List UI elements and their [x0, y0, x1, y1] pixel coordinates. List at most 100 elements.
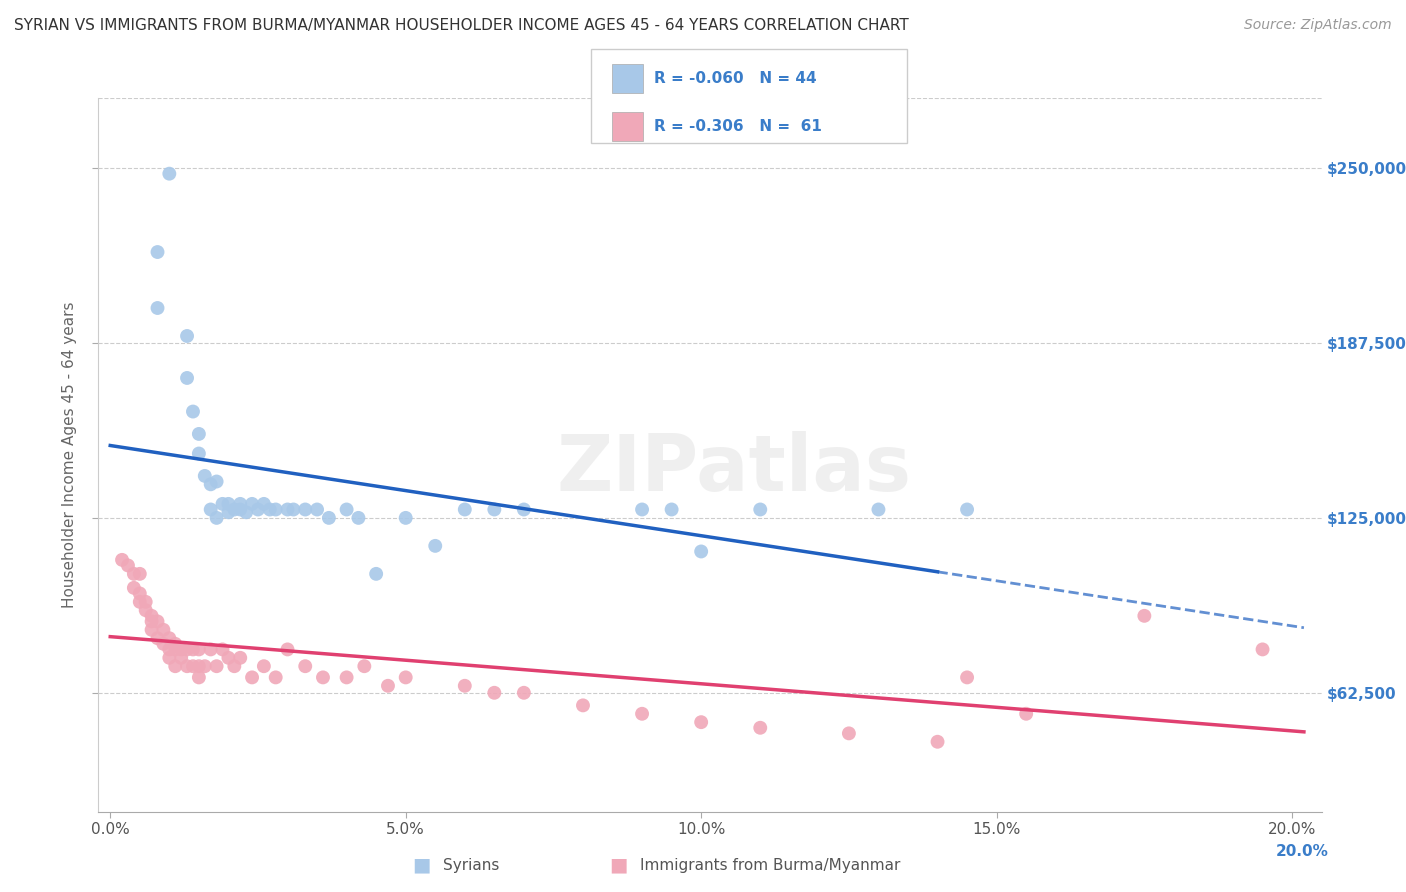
Point	[146, 245, 169, 260]
Point	[128, 586, 150, 600]
Point	[259, 502, 281, 516]
Point	[366, 566, 388, 581]
Point	[347, 511, 370, 525]
Point	[211, 642, 233, 657]
Point	[246, 502, 269, 516]
Point	[157, 650, 180, 665]
Point	[176, 329, 198, 343]
Point	[749, 721, 772, 735]
Text: Immigrants from Burma/Myanmar: Immigrants from Burma/Myanmar	[640, 858, 900, 872]
Point	[395, 670, 418, 684]
Point	[176, 371, 198, 385]
Point	[217, 650, 239, 665]
Point	[513, 686, 536, 700]
Point	[307, 502, 329, 516]
Point	[235, 505, 257, 519]
Point	[146, 301, 169, 315]
Point	[318, 511, 340, 525]
Point	[146, 631, 169, 645]
Point	[294, 659, 316, 673]
Point	[956, 670, 979, 684]
Point	[336, 502, 359, 516]
Point	[631, 502, 654, 516]
Point	[631, 706, 654, 721]
Point	[927, 735, 949, 749]
Point	[1251, 642, 1274, 657]
Point	[690, 544, 713, 558]
Point	[200, 477, 222, 491]
Point	[141, 608, 163, 623]
Point	[425, 539, 447, 553]
Point	[224, 659, 246, 673]
Point	[240, 670, 263, 684]
Point	[240, 497, 263, 511]
Text: R = -0.060   N = 44: R = -0.060 N = 44	[654, 71, 817, 86]
Text: ■: ■	[609, 855, 628, 875]
Text: R = -0.306   N =  61: R = -0.306 N = 61	[654, 120, 821, 134]
Point	[170, 642, 193, 657]
Point	[1015, 706, 1038, 721]
Point	[484, 686, 506, 700]
Point	[165, 637, 187, 651]
Point	[128, 566, 150, 581]
Point	[157, 642, 180, 657]
Point	[165, 642, 187, 657]
Point	[224, 502, 246, 516]
Point	[187, 642, 209, 657]
Point	[336, 670, 359, 684]
Point	[141, 615, 163, 629]
Point	[229, 650, 252, 665]
Point	[661, 502, 683, 516]
Point	[264, 670, 287, 684]
Text: ZIPatlas: ZIPatlas	[557, 431, 912, 508]
Point	[229, 502, 252, 516]
Point	[484, 502, 506, 516]
Text: 20.0%: 20.0%	[1275, 845, 1329, 859]
Y-axis label: Householder Income Ages 45 - 64 years: Householder Income Ages 45 - 64 years	[62, 301, 77, 608]
Point	[205, 659, 228, 673]
Point	[572, 698, 595, 713]
Point	[181, 404, 204, 418]
Point	[135, 595, 157, 609]
Point	[200, 502, 222, 516]
Point	[454, 502, 477, 516]
Point	[205, 511, 228, 525]
Point	[253, 497, 276, 511]
Point	[181, 642, 204, 657]
Point	[176, 659, 198, 673]
Point	[276, 642, 298, 657]
Point	[187, 670, 209, 684]
Point	[111, 553, 134, 567]
Point	[749, 502, 772, 516]
Point	[513, 502, 536, 516]
Point	[868, 502, 890, 516]
Text: Source: ZipAtlas.com: Source: ZipAtlas.com	[1244, 18, 1392, 32]
Point	[122, 581, 145, 595]
Point	[128, 595, 150, 609]
Point	[395, 511, 418, 525]
Point	[454, 679, 477, 693]
Point	[165, 659, 187, 673]
Point	[353, 659, 375, 673]
Point	[956, 502, 979, 516]
Point	[152, 623, 174, 637]
Point	[690, 715, 713, 730]
Point	[205, 475, 228, 489]
Point	[377, 679, 399, 693]
Point	[838, 726, 860, 740]
Point	[294, 502, 316, 516]
Point	[217, 497, 239, 511]
Text: SYRIAN VS IMMIGRANTS FROM BURMA/MYANMAR HOUSEHOLDER INCOME AGES 45 - 64 YEARS CO: SYRIAN VS IMMIGRANTS FROM BURMA/MYANMAR …	[14, 18, 908, 33]
Point	[276, 502, 298, 516]
Point	[157, 631, 180, 645]
Point	[217, 505, 239, 519]
Point	[1133, 608, 1156, 623]
Point	[157, 167, 180, 181]
Point	[283, 502, 305, 516]
Point	[187, 426, 209, 441]
Point	[117, 558, 139, 573]
Point	[146, 615, 169, 629]
Point	[152, 637, 174, 651]
Point	[135, 603, 157, 617]
Text: ■: ■	[412, 855, 432, 875]
